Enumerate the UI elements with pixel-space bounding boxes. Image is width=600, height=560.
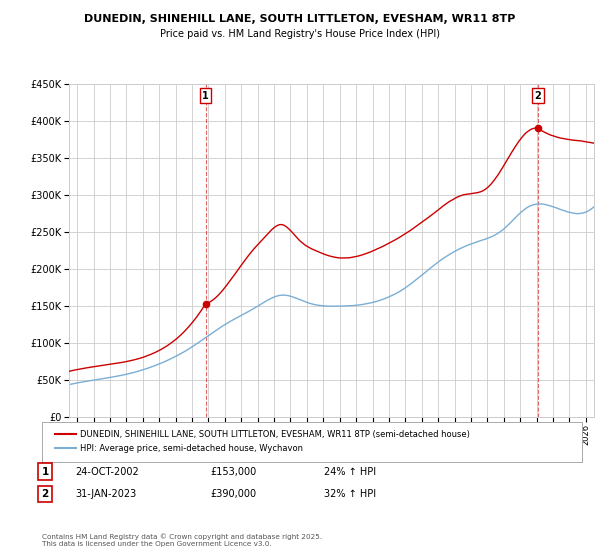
Text: 1: 1 <box>41 466 49 477</box>
Text: Price paid vs. HM Land Registry's House Price Index (HPI): Price paid vs. HM Land Registry's House … <box>160 29 440 39</box>
Text: £390,000: £390,000 <box>210 489 256 499</box>
Text: £153,000: £153,000 <box>210 466 256 477</box>
Text: 32% ↑ HPI: 32% ↑ HPI <box>324 489 376 499</box>
Text: 1: 1 <box>202 91 209 101</box>
Text: 24% ↑ HPI: 24% ↑ HPI <box>324 466 376 477</box>
Text: 31-JAN-2023: 31-JAN-2023 <box>75 489 136 499</box>
Text: Contains HM Land Registry data © Crown copyright and database right 2025.
This d: Contains HM Land Registry data © Crown c… <box>42 533 322 547</box>
Text: 24-OCT-2002: 24-OCT-2002 <box>75 466 139 477</box>
Text: 2: 2 <box>535 91 541 101</box>
Text: DUNEDIN, SHINEHILL LANE, SOUTH LITTLETON, EVESHAM, WR11 8TP: DUNEDIN, SHINEHILL LANE, SOUTH LITTLETON… <box>85 14 515 24</box>
Legend: DUNEDIN, SHINEHILL LANE, SOUTH LITTLETON, EVESHAM, WR11 8TP (semi-detached house: DUNEDIN, SHINEHILL LANE, SOUTH LITTLETON… <box>52 427 473 456</box>
Text: 2: 2 <box>41 489 49 499</box>
